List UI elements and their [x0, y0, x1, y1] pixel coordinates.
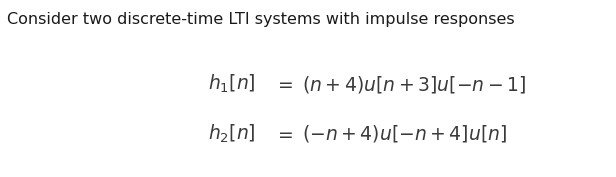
Text: $=$: $=$	[274, 75, 293, 93]
Text: $(n+4)u[n+3]u[-n-1]$: $(n+4)u[n+3]u[-n-1]$	[302, 74, 526, 95]
Text: $h_2[n]$: $h_2[n]$	[208, 122, 256, 145]
Text: $h_1[n]$: $h_1[n]$	[208, 73, 256, 95]
Text: Consider two discrete-time LTI systems with impulse responses: Consider two discrete-time LTI systems w…	[7, 12, 515, 27]
Text: $=$: $=$	[274, 125, 293, 143]
Text: $(-n+4)u[-n+4]u[n]$: $(-n+4)u[-n+4]u[n]$	[302, 123, 507, 144]
